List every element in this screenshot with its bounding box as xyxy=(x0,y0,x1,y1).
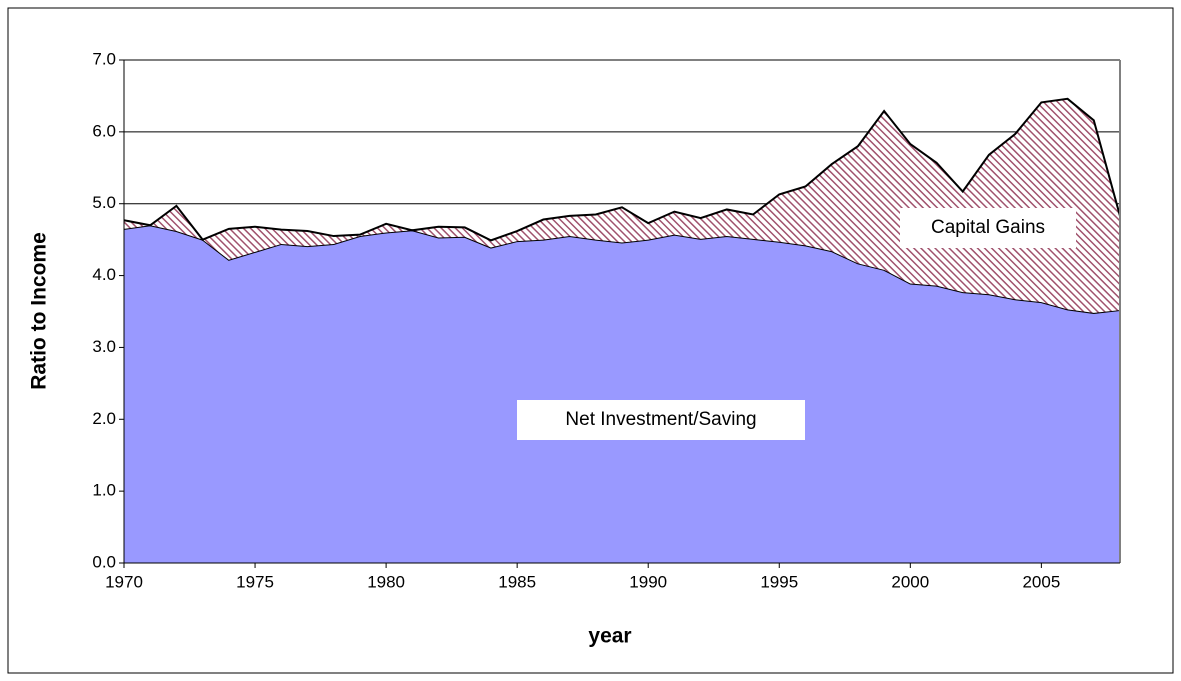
area-label-box xyxy=(900,208,1076,248)
x-tick-label: 2005 xyxy=(1022,572,1060,591)
y-tick-label: 3.0 xyxy=(92,337,116,356)
area xyxy=(124,98,1120,313)
x-tick-label: 1985 xyxy=(498,572,536,591)
legend-label: Net Investment/Saving xyxy=(565,409,756,430)
y-tick-label: 0.0 xyxy=(92,552,116,571)
x-tick-label: 1990 xyxy=(629,572,667,591)
y-tick-label: 2.0 xyxy=(92,409,116,428)
y-tick-label: 4.0 xyxy=(92,265,116,284)
area-line xyxy=(123,97,1121,242)
y-tick-label: 7.0 xyxy=(92,49,116,68)
x-tick-label: 1980 xyxy=(367,572,405,591)
y-tick-label: 1.0 xyxy=(92,481,116,500)
x-tick-label: 1970 xyxy=(105,572,143,591)
area xyxy=(124,225,1120,563)
y-tick-label: 6.0 xyxy=(92,121,116,140)
legend-label: Capital Gains xyxy=(931,217,1045,238)
x-tick-label: 1995 xyxy=(760,572,798,591)
area-label-box xyxy=(517,400,805,440)
y-axis-label: Ratio to Income xyxy=(28,232,51,390)
y-tick-label: 5.0 xyxy=(92,193,116,212)
x-tick-label: 1975 xyxy=(236,572,274,591)
x-tick-label: 2000 xyxy=(891,572,929,591)
x-axis-label: year xyxy=(588,625,631,648)
